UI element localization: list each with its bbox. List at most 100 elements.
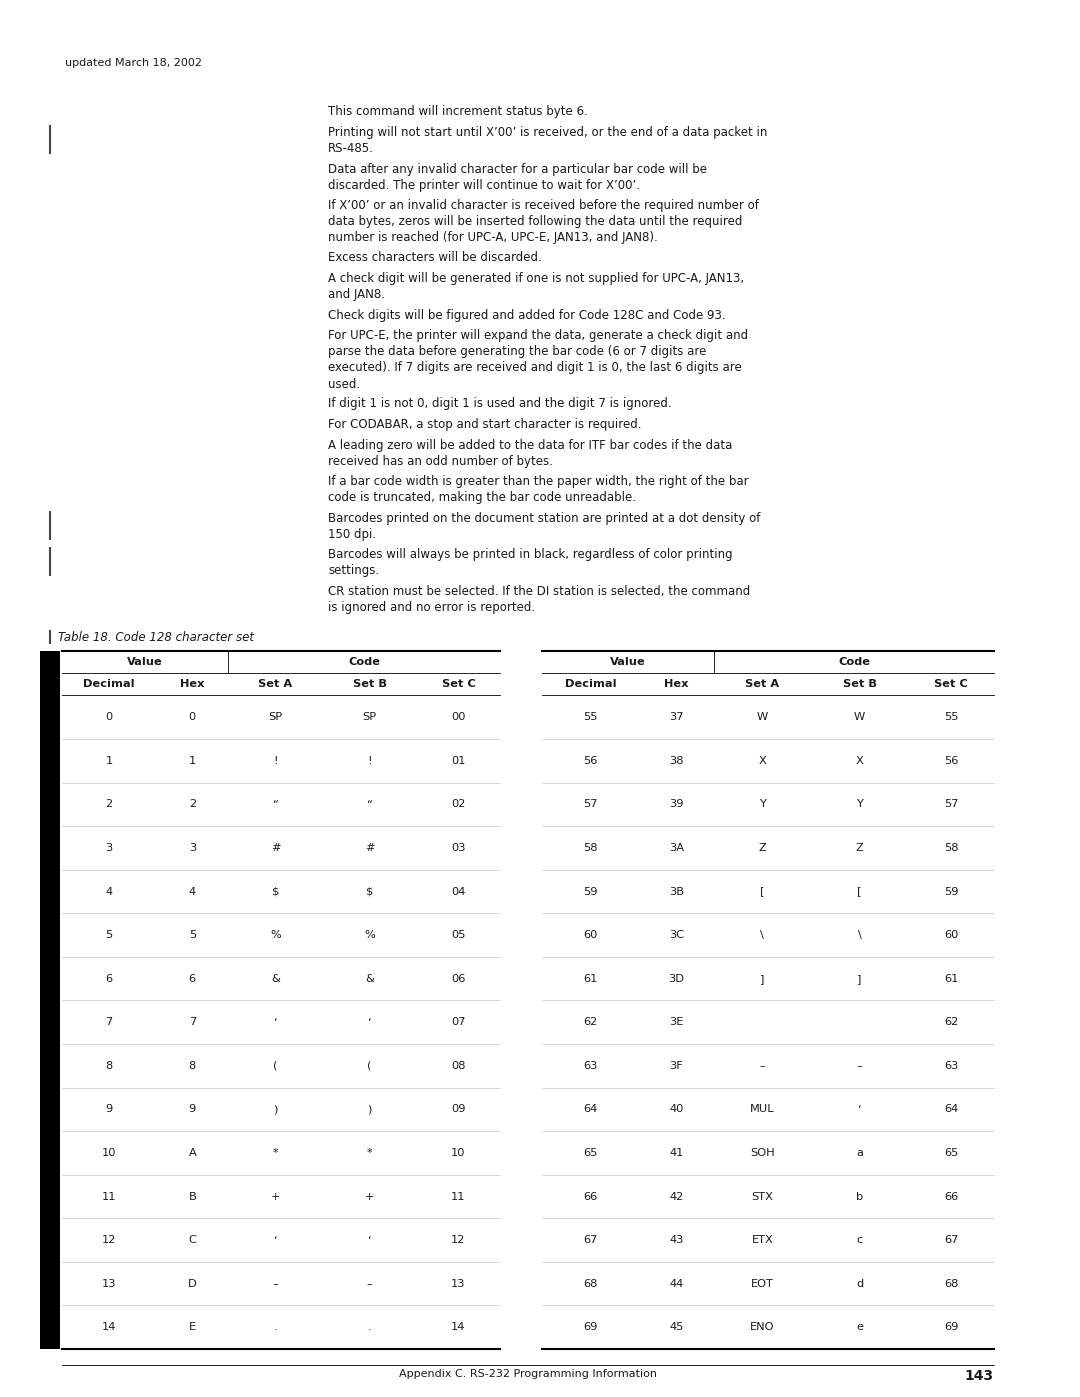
Text: 59: 59 xyxy=(944,887,958,897)
Text: 43: 43 xyxy=(670,1235,684,1245)
Text: 7: 7 xyxy=(189,1017,195,1027)
Text: A leading zero will be added to the data for ITF bar codes if the data
received : A leading zero will be added to the data… xyxy=(328,439,732,468)
Text: 59: 59 xyxy=(583,887,598,897)
Text: Set B: Set B xyxy=(353,679,387,690)
Text: 3B: 3B xyxy=(669,887,684,897)
Text: *: * xyxy=(367,1148,373,1158)
Text: Set A: Set A xyxy=(258,679,293,690)
Text: 3: 3 xyxy=(189,842,195,854)
Text: 67: 67 xyxy=(583,1235,597,1245)
Text: ): ) xyxy=(367,1105,372,1115)
Text: 10: 10 xyxy=(102,1148,117,1158)
Text: 1: 1 xyxy=(189,756,195,766)
Text: Value: Value xyxy=(127,658,163,668)
Text: [: [ xyxy=(858,887,862,897)
Bar xyxy=(40,782,60,826)
Text: a: a xyxy=(856,1148,863,1158)
Text: 56: 56 xyxy=(944,756,958,766)
Text: ‘: ‘ xyxy=(273,1235,278,1245)
Text: 63: 63 xyxy=(583,1060,597,1071)
Text: 58: 58 xyxy=(583,842,598,854)
Bar xyxy=(40,1088,60,1132)
Text: 9: 9 xyxy=(189,1105,195,1115)
Text: C: C xyxy=(188,1235,197,1245)
Text: 56: 56 xyxy=(583,756,597,766)
Text: \: \ xyxy=(858,930,862,940)
Text: Table 18. Code 128 character set: Table 18. Code 128 character set xyxy=(58,631,254,644)
Text: 3F: 3F xyxy=(670,1060,684,1071)
Text: ‘: ‘ xyxy=(368,1017,372,1027)
Text: &: & xyxy=(365,974,374,983)
Text: 39: 39 xyxy=(670,799,684,809)
Text: 68: 68 xyxy=(944,1278,958,1288)
Text: 1: 1 xyxy=(106,756,112,766)
Text: Z: Z xyxy=(855,842,863,854)
Text: 01: 01 xyxy=(451,756,465,766)
Text: 11: 11 xyxy=(102,1192,117,1201)
Text: 3E: 3E xyxy=(670,1017,684,1027)
Text: 4: 4 xyxy=(106,887,112,897)
Text: 3: 3 xyxy=(106,842,112,854)
Text: 65: 65 xyxy=(583,1148,597,1158)
Text: &: & xyxy=(271,974,280,983)
Text: Hex: Hex xyxy=(664,679,689,690)
Bar xyxy=(40,870,60,914)
Text: –: – xyxy=(759,1060,766,1071)
Text: X: X xyxy=(758,756,766,766)
Text: A check digit will be generated if one is not supplied for UPC-A, JAN13,
and JAN: A check digit will be generated if one i… xyxy=(328,272,744,300)
Text: “: “ xyxy=(367,799,373,809)
Text: Data after any invalid character for a particular bar code will be
discarded. Th: Data after any invalid character for a p… xyxy=(328,162,707,191)
Text: 60: 60 xyxy=(944,930,958,940)
Text: 02: 02 xyxy=(451,799,465,809)
Text: #: # xyxy=(365,842,375,854)
Text: EOT: EOT xyxy=(751,1278,773,1288)
Text: –: – xyxy=(856,1060,863,1071)
Text: ‘: ‘ xyxy=(368,1235,372,1245)
Text: Barcodes printed on the document station are printed at a dot density of
150 dpi: Barcodes printed on the document station… xyxy=(328,511,760,541)
Text: SP: SP xyxy=(363,712,377,722)
Text: 09: 09 xyxy=(451,1105,465,1115)
Text: 00: 00 xyxy=(451,712,465,722)
Text: If digit 1 is not 0, digit 1 is used and the digit 7 is ignored.: If digit 1 is not 0, digit 1 is used and… xyxy=(328,397,672,409)
Text: Code: Code xyxy=(348,658,380,668)
Text: Printing will not start until X’00’ is received, or the end of a data packet in
: Printing will not start until X’00’ is r… xyxy=(328,126,768,155)
Text: (: ( xyxy=(273,1060,278,1071)
Text: 65: 65 xyxy=(944,1148,958,1158)
Text: 38: 38 xyxy=(670,756,684,766)
Text: 143: 143 xyxy=(964,1369,994,1383)
Text: 63: 63 xyxy=(944,1060,958,1071)
Text: 14: 14 xyxy=(451,1322,465,1333)
Text: Set B: Set B xyxy=(842,679,877,690)
Text: For CODABAR, a stop and start character is required.: For CODABAR, a stop and start character … xyxy=(328,418,642,432)
Text: %: % xyxy=(270,930,281,940)
Text: 66: 66 xyxy=(583,1192,597,1201)
Text: ): ) xyxy=(273,1105,278,1115)
Text: ]: ] xyxy=(760,974,765,983)
Text: STX: STX xyxy=(752,1192,773,1201)
Text: 55: 55 xyxy=(583,712,598,722)
Text: ‘: ‘ xyxy=(858,1105,862,1115)
Text: “: “ xyxy=(272,799,279,809)
Text: 62: 62 xyxy=(583,1017,597,1027)
Text: If a bar code width is greater than the paper width, the right of the bar
code i: If a bar code width is greater than the … xyxy=(328,475,748,504)
Text: 41: 41 xyxy=(670,1148,684,1158)
Bar xyxy=(40,739,60,782)
Text: $: $ xyxy=(272,887,280,897)
Text: 0: 0 xyxy=(189,712,195,722)
Text: 13: 13 xyxy=(102,1278,117,1288)
Text: +: + xyxy=(271,1192,280,1201)
Bar xyxy=(40,673,60,696)
Text: 6: 6 xyxy=(189,974,195,983)
Text: 2: 2 xyxy=(106,799,112,809)
Bar xyxy=(40,1175,60,1218)
Text: !: ! xyxy=(367,756,372,766)
Text: 55: 55 xyxy=(944,712,958,722)
Text: Decimal: Decimal xyxy=(565,679,617,690)
Text: 3C: 3C xyxy=(669,930,684,940)
Text: SP: SP xyxy=(269,712,283,722)
Text: 06: 06 xyxy=(451,974,465,983)
Text: 67: 67 xyxy=(944,1235,958,1245)
Bar xyxy=(40,1132,60,1175)
Text: +: + xyxy=(365,1192,375,1201)
Bar xyxy=(40,1218,60,1261)
